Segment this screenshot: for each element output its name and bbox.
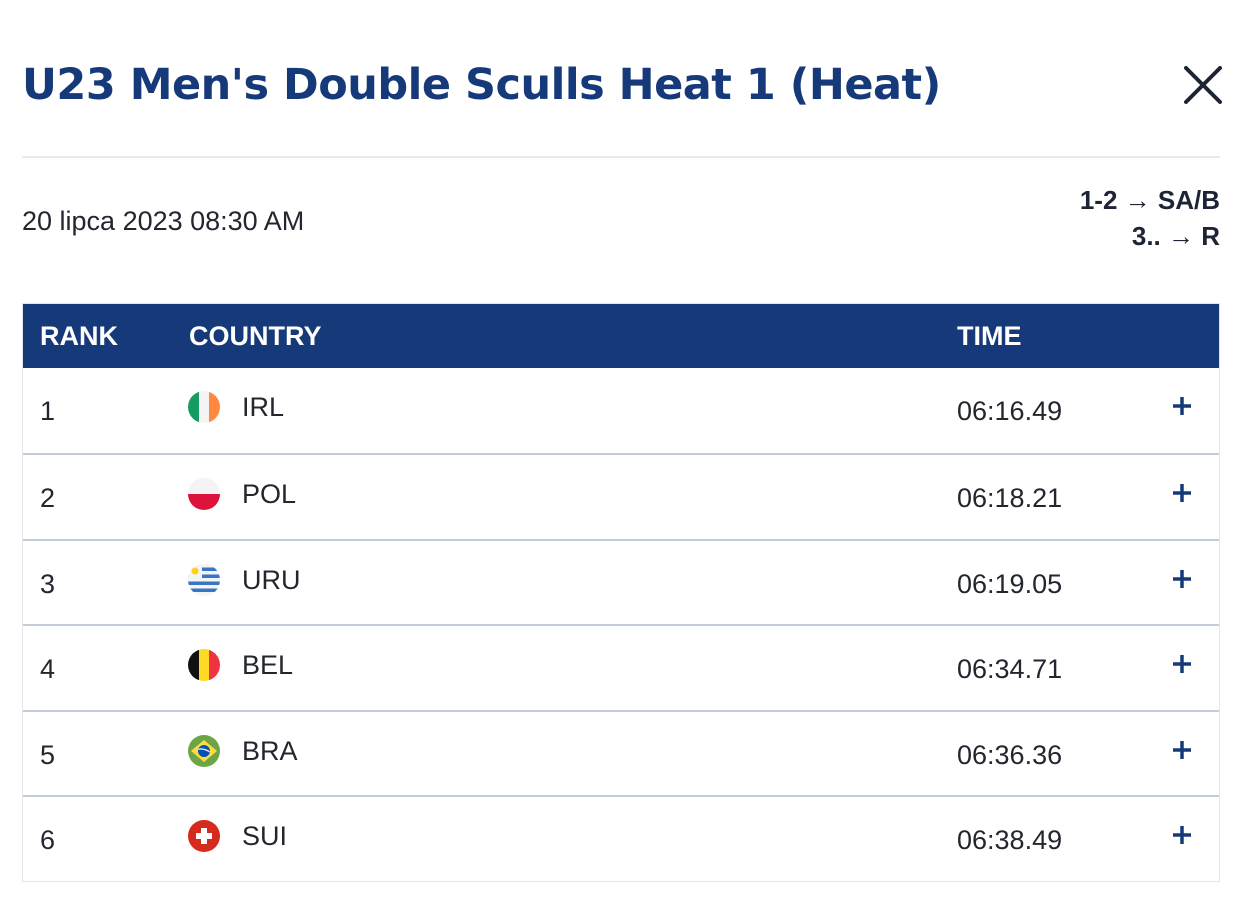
- table-header: RANK COUNTRY TIME: [23, 304, 1219, 368]
- rank-cell: 4: [40, 654, 56, 685]
- expand-row-button[interactable]: [1170, 481, 1194, 505]
- country-cell: URU: [242, 564, 301, 595]
- plus-icon: [1173, 397, 1191, 415]
- progression-rule: 1-2 → SA/B: [1079, 185, 1220, 215]
- table-row[interactable]: 1 IRL 06:16.49: [23, 368, 1219, 453]
- race-datetime: 20 lipca 2023 08:30 AM: [22, 206, 305, 236]
- expand-row-button[interactable]: [1170, 394, 1194, 418]
- expand-row-button[interactable]: [1170, 823, 1194, 847]
- flag-uruguay-icon: [188, 563, 220, 596]
- flag-ireland-icon: [188, 391, 220, 423]
- table-row[interactable]: 2 POL 06:18.21: [23, 453, 1219, 539]
- plus-icon: [1173, 484, 1191, 502]
- flag-brazil-icon: [188, 734, 220, 767]
- plus-icon: [1173, 655, 1191, 674]
- time-cell: 06:18.21: [957, 483, 1063, 513]
- progression-rules: 1-2 → SA/B 3.. → R: [1080, 182, 1220, 254]
- close-button[interactable]: [1180, 62, 1226, 108]
- column-header-time: TIME: [957, 321, 1022, 351]
- country-cell: BEL: [242, 650, 294, 681]
- column-header-country: COUNTRY: [189, 321, 322, 351]
- country-cell: BRA: [242, 735, 298, 766]
- country-cell: POL: [242, 479, 297, 509]
- expand-row-button[interactable]: [1170, 567, 1194, 591]
- rank-cell: 1: [40, 396, 56, 426]
- flag-belgium-icon: [188, 649, 220, 682]
- time-cell: 06:36.36: [957, 739, 1063, 770]
- results-table: RANK COUNTRY TIME 1 IRL 06:16.49 2: [22, 303, 1220, 882]
- column-header-rank: RANK: [40, 321, 118, 351]
- rank-cell: 3: [40, 568, 56, 599]
- header-divider: [22, 156, 1220, 158]
- country-cell: IRL: [242, 392, 285, 422]
- expand-row-button[interactable]: [1170, 652, 1194, 676]
- table-row[interactable]: 6 SUI 06:38.49: [23, 795, 1219, 881]
- country-cell: SUI: [242, 821, 288, 852]
- page-title: U23 Men's Double Sculls Heat 1 (Heat): [22, 60, 941, 110]
- close-icon: [1184, 66, 1222, 104]
- flag-poland-icon: [188, 478, 220, 510]
- plus-icon: [1173, 569, 1191, 588]
- table-row[interactable]: 3 URU 06:19.05: [23, 538, 1219, 625]
- flag-switzerland-icon: [188, 820, 220, 853]
- expand-row-button[interactable]: [1170, 738, 1194, 762]
- progression-rule: 3.. → R: [1131, 221, 1220, 251]
- time-cell: 06:34.71: [957, 654, 1063, 685]
- time-cell: 06:38.49: [957, 825, 1063, 856]
- rank-cell: 2: [40, 483, 56, 513]
- time-cell: 06:19.05: [957, 568, 1063, 599]
- plus-icon: [1173, 740, 1191, 759]
- table-row[interactable]: 4 BEL 06:34.71: [23, 624, 1219, 710]
- rank-cell: 5: [40, 739, 56, 770]
- rank-cell: 6: [40, 825, 56, 856]
- table-row[interactable]: 5 BRA 06:36.36: [23, 709, 1219, 796]
- table-body: 1 IRL 06:16.49 2 POL 06:18.21: [23, 368, 1219, 881]
- plus-icon: [1173, 826, 1191, 845]
- time-cell: 06:16.49: [957, 396, 1063, 426]
